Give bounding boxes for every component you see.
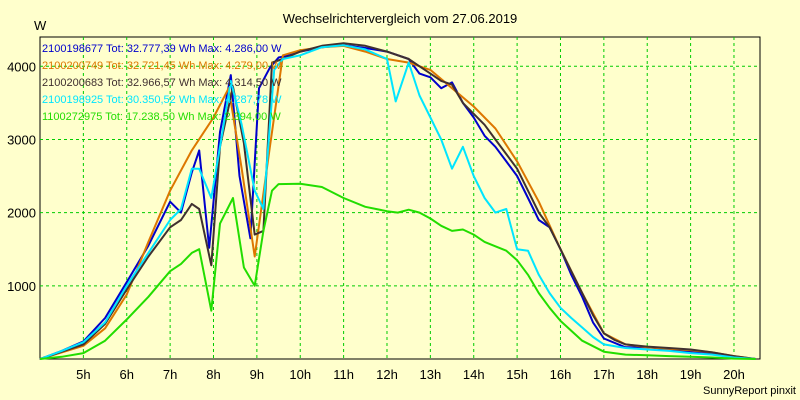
x-tick-label: 8h (206, 367, 220, 382)
legend-entry-5: 1100272975 Tot: 17.238,50 Wh Max: 2.394,… (42, 111, 281, 123)
y-axis-unit: W (34, 18, 47, 33)
x-tick-label: 12h (376, 367, 398, 382)
series-line-3 (39, 42, 756, 360)
series-layer (39, 42, 756, 360)
x-tick-label: 15h (506, 367, 528, 382)
x-tick-label: 6h (120, 367, 134, 382)
x-tick-label: 16h (550, 367, 572, 382)
x-tick-label: 10h (289, 367, 311, 382)
x-tick-label: 19h (680, 367, 702, 382)
x-tick-label: 14h (463, 367, 485, 382)
x-tick-label: 11h (333, 367, 354, 382)
y-tick-label: 1000 (7, 279, 36, 294)
x-tick-label: 17h (593, 367, 615, 382)
x-tick-label: 7h (163, 367, 177, 382)
footer-credit: SunnyReport pinxit (703, 385, 796, 397)
x-tick-label: 13h (420, 367, 442, 382)
legend: 2100198677 Tot: 32.777,39 Wh Max: 4.286,… (42, 43, 282, 123)
x-tick-label: 20h (723, 367, 745, 382)
y-tick-label: 3000 (7, 132, 36, 147)
legend-entry-3: 2100200683 Tot: 32.966,57 Wh Max: 4.314,… (42, 77, 282, 89)
legend-entry-1: 2100198677 Tot: 32.777,39 Wh Max: 4.286,… (42, 43, 282, 55)
y-tick-label: 2000 (7, 206, 36, 221)
series-line-4 (39, 44, 756, 360)
x-tick-label: 18h (636, 367, 658, 382)
y-tick-label: 4000 (7, 59, 36, 74)
legend-entry-4: 2100198925 Tot: 30.350,52 Wh Max: 4.287,… (42, 94, 282, 106)
series-line-5 (39, 182, 756, 360)
x-tick-label: 5h (76, 367, 90, 382)
x-tick-label: 9h (250, 367, 264, 382)
legend-entry-2: 2100200749 Tot: 32.721,45 Wh Max: 4.279,… (42, 60, 282, 72)
axis-ticks: 5h 6h 7h 8h 9h 10h 11h 12h 13h 14h 15h 16h 17h 18h 19h… (7, 59, 745, 382)
chart-title: Wechselrichtervergleich vom 27.06.2019 (283, 11, 518, 26)
